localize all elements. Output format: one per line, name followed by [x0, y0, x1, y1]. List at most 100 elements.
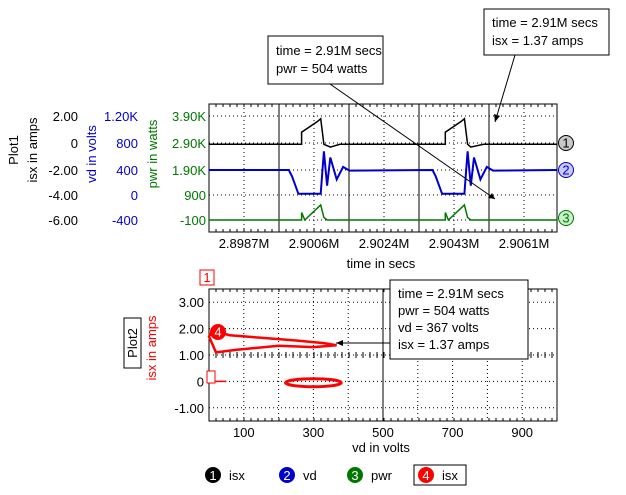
legend-item-pwr-3: 3 pwr [347, 467, 393, 483]
legend-marker-label: 1 [209, 468, 216, 483]
legend-series-name: pwr [371, 468, 393, 483]
legend-series-name: isx [442, 468, 458, 483]
plot2-y-tick-label: 3.00 [179, 295, 204, 310]
plot2-x-tick-label: 100 [233, 425, 255, 440]
plot1-isx-annotation-leader [494, 54, 516, 123]
plot1-y-tick-label: 400 [116, 163, 138, 178]
legend-marker-label: 2 [283, 468, 290, 483]
plot1-series-pwr [209, 203, 557, 222]
plot1-series-vd-marker-label: 2 [562, 163, 569, 178]
plot1-x-axis-label: time in secs [347, 256, 416, 271]
plot2-annotation-line-1: time = 2.91M secs [398, 286, 504, 301]
legend-marker-circle [347, 467, 363, 483]
plot2-x-tick-label: 700 [442, 425, 464, 440]
plot1-title: Plot1 [6, 135, 21, 165]
plot2-series-markers: 4 [206, 324, 226, 384]
plot2-y-axis-label: isx in amps [144, 315, 159, 381]
plot1-vd-axis-label: vd in volts [84, 125, 99, 183]
plot2-marker-label: 1 [203, 270, 210, 285]
plot1-y-tick-label: 2.90K [172, 136, 206, 151]
plot1-x-ticks: 2.8987M 2.9006M 2.9024M 2.9043M 2.9061M [219, 236, 550, 251]
plot2-x-tick-label: 900 [511, 425, 533, 440]
legend-item-isx-1: 1 isx [205, 467, 245, 483]
plot1-grid [209, 104, 557, 232]
legend-selected-box [413, 464, 467, 486]
plot1-y-tick-label: 1.90K [172, 163, 206, 178]
plot1-isx-axis-label: isx in amps [25, 117, 40, 183]
legend-marker-circle [279, 467, 295, 483]
plot1-series-pwr-marker: 3 [558, 210, 574, 226]
plot2-series-isx-marker-label: 4 [214, 325, 221, 340]
plot2-series-isx-marker-circle [210, 324, 226, 340]
plot2-y-ticks: 3.00 2.00 1.00 0 -1.00 [174, 295, 204, 416]
plot1-series-isx-marker-label: 1 [562, 136, 569, 151]
plot1-series-pwr-marker-label: 3 [562, 211, 569, 226]
plot2-start-marker [206, 370, 216, 384]
legend-marker-circle [205, 467, 221, 483]
plot2-title: Plot2 [125, 328, 140, 358]
plot2-y-tick-label: 2.00 [179, 322, 204, 337]
plot1-pwr-annotation-line-2: pwr = 504 watts [276, 61, 368, 76]
plot2-annotation-line-3: vd = 367 volts [398, 320, 479, 335]
plot1-pwr-annotation-line-1: time = 2.91M secs [276, 43, 382, 58]
plot1-isx-annotation-line-2: isx = 1.37 amps [492, 33, 584, 48]
plot1-series-vd-marker: 2 [558, 162, 574, 178]
plot2-x-tick-label: 500 [372, 425, 394, 440]
plot1-y-tick-label: -4.00 [48, 188, 78, 203]
plot1-x-tick-label: 2.9006M [289, 236, 340, 251]
plot2-annotation-line-4: isx = 1.37 amps [398, 337, 490, 352]
plot1-series-markers: 1 2 3 [558, 135, 574, 226]
plot1-y-tick-label: 0 [71, 136, 78, 151]
legend-marker-label: 4 [422, 468, 429, 483]
legend-marker-label: 3 [351, 468, 358, 483]
plot1-pwr-axis-label: pwr in watts [145, 119, 160, 188]
plot1-series [209, 117, 558, 222]
plot2-annotation-arrow [336, 340, 343, 346]
plot1-y-tick-label: -2.00 [48, 163, 78, 178]
plot1-isx-annotation-arrow [494, 114, 500, 122]
plot1-y-tick-label: -400 [112, 213, 138, 228]
plot2-x-tick-label: 300 [303, 425, 325, 440]
plot1-x-tick-label: 2.8987M [219, 236, 270, 251]
plot1-series-vd-marker-circle [558, 162, 574, 178]
plot1-frame [208, 103, 558, 233]
plot1-y-tick-label: 2.00 [53, 109, 78, 124]
plot1-y-tick-label: 1.20K [104, 109, 138, 124]
plot1-series-isx-marker-circle [558, 135, 574, 151]
plot1-isx-annotation-line-1: time = 2.91M secs [492, 15, 598, 30]
plot2-y-tick-label: 1.00 [179, 348, 204, 363]
plot1-y-tick-label: 900 [184, 188, 206, 203]
plot2-x-ticks: 100 300 500 700 900 [233, 425, 533, 440]
legend-series-name: vd [303, 468, 317, 483]
plot2-grid [209, 289, 557, 421]
plot1-series-pwr-marker-circle [558, 210, 574, 226]
plot2-series-isx-marker: 4 [210, 324, 226, 340]
plot1-x-tick-label: 2.9061M [499, 236, 550, 251]
plot1-isx-annotation-box [483, 8, 610, 56]
legend-item-isx-4: 4 isx [413, 464, 467, 486]
plot1-y-tick-label: 3.90K [172, 109, 206, 124]
plot1-y-tick-label: -100 [180, 213, 206, 228]
plot2-title-box [123, 317, 142, 369]
legend-item-vd-2: 2 vd [279, 467, 317, 483]
plot2-series-isx-ringing [284, 377, 343, 389]
plot2-y-tick-label: -1.00 [174, 401, 204, 416]
plot2-annotation-line-2: pwr = 504 watts [398, 303, 490, 318]
legend-marker-circle [418, 467, 434, 483]
plot1-x-tick-label: 2.9024M [359, 236, 410, 251]
legend-series-name: isx [229, 468, 245, 483]
plot1-pwr-annotation-leader [329, 83, 496, 200]
plot1-y-tick-label: 800 [116, 136, 138, 151]
plot2-x-axis-label: vd in volts [352, 440, 410, 455]
plot1-pwr-annotation-arrow [488, 193, 495, 199]
plot2-annotation-box [389, 279, 529, 360]
plot1-series-isx [209, 117, 557, 148]
plot1-y-tick-label: 0 [131, 188, 138, 203]
legend: 1 isx 2 vd 3 pwr 4 isx [205, 464, 467, 486]
plot1-series-vd [209, 151, 558, 195]
plot1-y-tick-label: -6.00 [48, 213, 78, 228]
plot1-x-tick-label: 2.9043M [429, 236, 480, 251]
plot1-y-ticks: 2.00 0 -2.00 -4.00 -6.00 1.20K 800 400 0 -400 3.90… [48, 109, 206, 228]
plot1-series-isx-marker: 1 [558, 135, 574, 151]
